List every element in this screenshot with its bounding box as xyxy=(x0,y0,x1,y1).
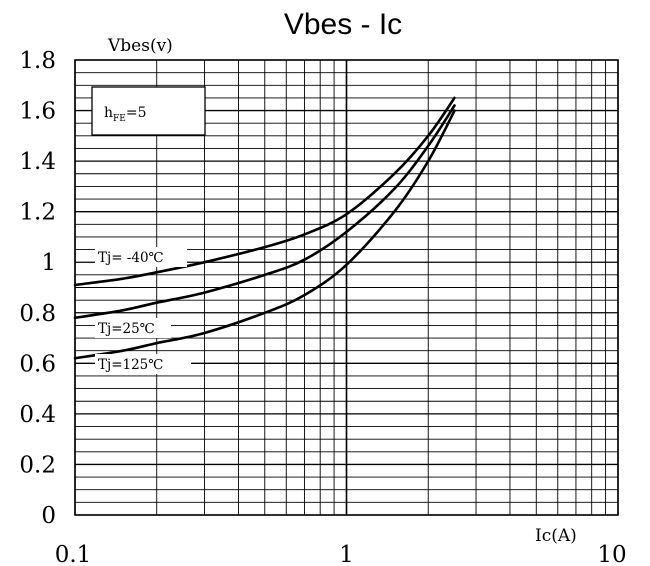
x-tick-label: 0.1 xyxy=(55,542,92,566)
hfe-rest: =5 xyxy=(126,105,147,121)
hfe-main: h xyxy=(104,105,113,121)
chart-title: Vbes - Ic xyxy=(284,8,402,41)
y-tick-label: 1.6 xyxy=(19,99,56,125)
y-tick-label: 1.4 xyxy=(19,149,56,175)
series-label: Tj=125℃ xyxy=(98,357,163,373)
y-tick-label: 0.2 xyxy=(19,452,56,478)
series-labels: Tj= -40℃ Tj=25℃ Tj=125℃ xyxy=(95,247,191,374)
series-label: Tj=25℃ xyxy=(98,321,155,337)
y-tick-label: 0.4 xyxy=(19,402,56,428)
y-tick-label: 1 xyxy=(41,250,56,276)
y-axis-label: Vbes(v) xyxy=(107,36,173,56)
y-tick-label: 0.6 xyxy=(19,351,56,377)
y-tick-label: 0 xyxy=(41,503,56,529)
x-tick-label: 1 xyxy=(339,542,354,566)
hfe-sub: FE xyxy=(113,114,126,124)
y-tick-label: 0.8 xyxy=(19,301,56,327)
hfe-annotation-box: hFE=5 xyxy=(92,87,205,135)
x-axis-label-text: Ic(A) xyxy=(535,526,577,546)
x-tick-label: 10 xyxy=(597,542,626,566)
series-label: Tj= -40℃ xyxy=(98,250,164,266)
y-tick-label: 1.8 xyxy=(19,48,56,74)
y-tick-labels: 0 0.2 0.4 0.6 0.8 1 1.2 1.4 1.6 1.8 xyxy=(19,48,56,529)
y-tick-label: 1.2 xyxy=(19,200,56,226)
x-axis-label: Ic(A) xyxy=(530,520,598,546)
